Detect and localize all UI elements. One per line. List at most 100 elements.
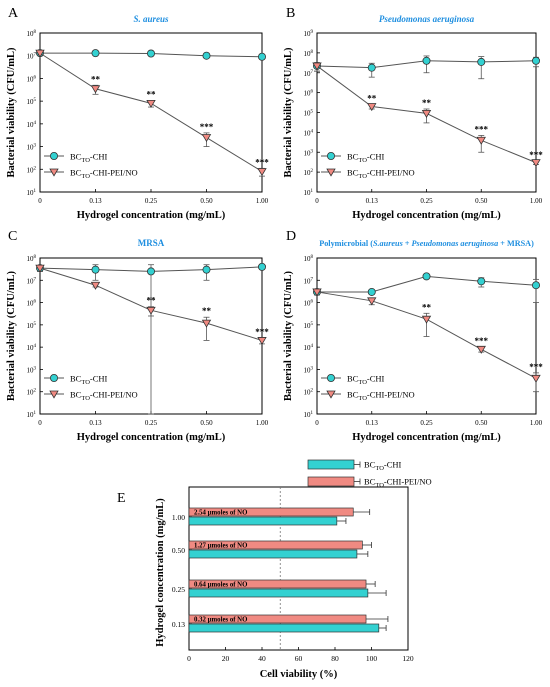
panel-letter: B: [286, 6, 295, 21]
chart-panel-d: D Polymicrobial (S.aureus + Pseudomonas a…: [283, 229, 543, 443]
y-tick-label: 108: [27, 255, 37, 263]
data-point: [202, 265, 211, 274]
x-axis-label: Hydrogel concentration (mg/mL): [352, 210, 501, 221]
y-tick-label: 105: [27, 322, 37, 330]
y-tick-label: 106: [304, 300, 314, 308]
y-axis-label: Bacterial viability (CFU/mL): [6, 47, 17, 178]
data-point: [257, 337, 267, 346]
data-point: [531, 374, 541, 383]
data-point: [146, 99, 156, 108]
series-bcto-chi-pei-no: *******: [35, 264, 269, 346]
data-point: [477, 57, 486, 66]
significance-label: ***: [529, 150, 543, 160]
x-tick-label: 1.00: [256, 419, 269, 427]
y-tick-label: 108: [27, 30, 37, 38]
legend-item: BCTO-CHI-PEI/NO: [321, 390, 415, 402]
data-point: [421, 315, 432, 324]
bar: [188, 516, 338, 526]
y-tick-label: 101: [27, 189, 37, 197]
x-tick-label: 20: [222, 654, 230, 663]
legend-item: BCTO-CHI-PEI/NO: [44, 168, 138, 180]
x-tick-label: 1.00: [530, 419, 543, 427]
x-axis-label: Cell viability (%): [260, 669, 338, 680]
y-tick-label: 102: [27, 166, 37, 174]
y-tick-label: 104: [27, 344, 37, 352]
significance-label: ***: [255, 157, 269, 167]
x-tick-label: 0.50: [475, 197, 488, 205]
legend-item: BCTO-CHI: [44, 151, 108, 164]
x-axis-label: Hydrogel concentration (mg/mL): [352, 432, 501, 443]
data-point: [312, 288, 322, 297]
significance-label: ***: [200, 122, 214, 132]
x-tick-label: 0.50: [200, 419, 213, 427]
bar: [188, 623, 380, 633]
data-point: [257, 262, 266, 271]
x-axis-label: Hydrogel concentration (mg/mL): [77, 432, 226, 443]
legend-item: BCTO-CHI-PEI/NO: [44, 390, 138, 403]
data-point: [532, 56, 541, 65]
significance-label: **: [147, 90, 157, 100]
chart-panel-b: B Pseudomonas aeruginosa 101 102 103 104 105 10…: [283, 6, 543, 221]
y-tick-label: 0.25: [172, 585, 185, 594]
y-tick-label: 107: [27, 277, 37, 285]
data-point: [201, 319, 212, 328]
data-point: [421, 110, 432, 118]
legend-marker: [326, 373, 335, 382]
y-tick-label: 101: [27, 411, 37, 419]
y-tick-label: 102: [304, 389, 314, 397]
x-tick-label: 100: [366, 654, 378, 663]
legend-item: BCTO-CHI: [321, 151, 385, 165]
x-tick-label: 0: [187, 654, 191, 663]
data-point: [531, 159, 541, 168]
legend-marker: [50, 373, 59, 382]
x-tick-label: 0: [38, 419, 42, 427]
data-point: [477, 277, 486, 286]
y-tick-label: 1.00: [172, 513, 185, 522]
data-point: [91, 265, 100, 274]
data-point: [35, 264, 45, 273]
x-tick-label: 60: [295, 654, 303, 663]
x-tick-label: 0: [315, 419, 319, 427]
significance-label: ***: [475, 336, 489, 346]
data-point: [476, 345, 486, 354]
bar: [188, 588, 369, 598]
significance-label: ***: [475, 124, 489, 134]
x-tick-label: 0.25: [145, 197, 158, 205]
data-point: [35, 49, 45, 58]
panel-letter: E: [117, 491, 126, 506]
x-tick-label: 1.00: [256, 197, 269, 205]
y-tick-label: 103: [27, 366, 37, 374]
legend-marker: [326, 151, 335, 160]
significance-label: **: [422, 302, 432, 312]
series-bcto-chi-pei-no: **********: [312, 62, 543, 168]
chart-panel-a: A S. aureus 101 102 103 104 105 106 107 108 0 0.13 0…: [6, 6, 269, 221]
legend-label: BCTO-CHI-PEI/NO: [347, 168, 415, 181]
legend-marker: [50, 151, 59, 160]
chart-title: Pseudomonas aeruginosa: [379, 14, 475, 24]
y-tick-label: 103: [304, 149, 314, 157]
series-bcto-chi: [312, 55, 541, 80]
legend-label: BCTO-CHI: [347, 152, 385, 165]
significance-label: **: [422, 98, 432, 108]
significance-label: **: [202, 306, 212, 316]
panel-letter: C: [8, 229, 17, 244]
y-tick-label: 107: [304, 70, 314, 78]
y-axis-label: Bacterial viability (CFU/mL): [283, 270, 294, 401]
nitric-oxide-annotation: 2.54 µmoles of NO: [194, 510, 247, 517]
data-point: [367, 63, 376, 72]
panel-letter: A: [8, 6, 19, 21]
y-tick-label: 106: [27, 300, 37, 308]
legend-marker: [49, 168, 59, 177]
data-point: [257, 168, 267, 177]
y-tick-label: 104: [27, 121, 37, 129]
legend-swatch: [307, 476, 355, 487]
y-axis-label: Bacterial viability (CFU/mL): [6, 270, 17, 401]
y-tick-label: 103: [304, 366, 314, 374]
data-point: [202, 51, 211, 60]
x-tick-label: 1.00: [530, 197, 543, 205]
legend-label: BCTO-CHI-PEI/NO: [70, 390, 138, 403]
data-point: [532, 281, 541, 290]
x-tick-label: 0: [315, 197, 319, 205]
y-tick-label: 106: [27, 75, 37, 83]
